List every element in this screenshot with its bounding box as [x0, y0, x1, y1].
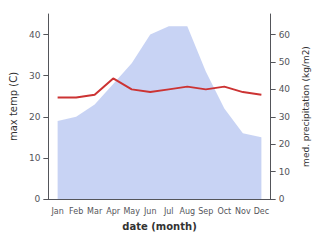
svg-text:30: 30 — [279, 112, 291, 122]
svg-text:0: 0 — [279, 194, 285, 204]
svg-text:Sep: Sep — [198, 207, 213, 216]
svg-text:10: 10 — [279, 167, 291, 177]
svg-text:60: 60 — [279, 30, 291, 40]
svg-text:50: 50 — [279, 57, 291, 67]
svg-text:Mar: Mar — [87, 207, 103, 216]
svg-text:date (month): date (month) — [122, 221, 196, 232]
svg-text:Nov: Nov — [235, 207, 251, 216]
svg-text:Jun: Jun — [143, 207, 157, 216]
svg-text:40: 40 — [279, 84, 291, 94]
svg-text:max temp (C): max temp (C) — [8, 72, 19, 141]
svg-text:0: 0 — [35, 194, 41, 204]
svg-text:Jul: Jul — [163, 207, 174, 216]
svg-text:30: 30 — [29, 71, 41, 81]
svg-text:20: 20 — [29, 112, 41, 122]
svg-text:Feb: Feb — [69, 207, 83, 216]
svg-text:Jan: Jan — [50, 207, 63, 216]
svg-text:Dec: Dec — [254, 207, 269, 216]
svg-text:Apr: Apr — [106, 207, 121, 216]
svg-text:20: 20 — [279, 139, 291, 149]
svg-text:May: May — [123, 207, 140, 216]
svg-text:Oct: Oct — [217, 207, 231, 216]
svg-text:10: 10 — [29, 153, 41, 163]
svg-text:med. precipitation (kg/m2): med. precipitation (kg/m2) — [301, 46, 311, 167]
svg-text:40: 40 — [29, 30, 41, 40]
svg-text:Aug: Aug — [179, 207, 195, 216]
